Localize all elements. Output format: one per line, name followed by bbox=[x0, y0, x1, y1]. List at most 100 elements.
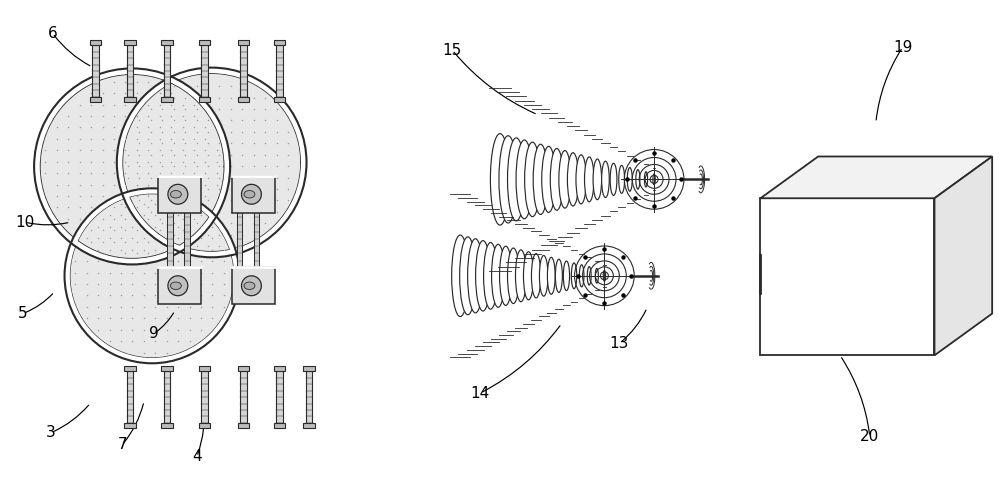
Ellipse shape bbox=[484, 242, 498, 309]
Text: 7: 7 bbox=[117, 438, 127, 453]
Ellipse shape bbox=[567, 152, 579, 206]
Polygon shape bbox=[276, 45, 283, 97]
Text: 3: 3 bbox=[46, 425, 55, 440]
Polygon shape bbox=[161, 97, 173, 102]
Text: 20: 20 bbox=[860, 429, 879, 444]
Polygon shape bbox=[161, 423, 173, 428]
Ellipse shape bbox=[490, 134, 510, 225]
Ellipse shape bbox=[571, 263, 577, 288]
Ellipse shape bbox=[576, 155, 586, 204]
Polygon shape bbox=[164, 45, 170, 97]
Polygon shape bbox=[306, 371, 312, 423]
Polygon shape bbox=[167, 210, 173, 268]
Polygon shape bbox=[760, 156, 992, 198]
Ellipse shape bbox=[523, 252, 534, 300]
Text: 15: 15 bbox=[443, 43, 462, 58]
Polygon shape bbox=[238, 40, 249, 45]
Polygon shape bbox=[274, 423, 285, 428]
Polygon shape bbox=[232, 267, 275, 304]
Ellipse shape bbox=[619, 166, 625, 193]
Ellipse shape bbox=[585, 157, 594, 202]
Ellipse shape bbox=[499, 136, 517, 223]
Ellipse shape bbox=[653, 174, 655, 185]
Polygon shape bbox=[124, 97, 136, 102]
Polygon shape bbox=[90, 97, 101, 102]
Polygon shape bbox=[238, 97, 249, 102]
Polygon shape bbox=[240, 371, 247, 423]
Ellipse shape bbox=[452, 235, 469, 317]
Ellipse shape bbox=[460, 237, 476, 315]
Text: 6: 6 bbox=[48, 26, 57, 41]
Ellipse shape bbox=[587, 267, 591, 285]
Ellipse shape bbox=[595, 269, 598, 283]
Ellipse shape bbox=[610, 163, 617, 196]
Ellipse shape bbox=[603, 271, 606, 281]
Circle shape bbox=[241, 184, 261, 204]
Ellipse shape bbox=[539, 256, 548, 296]
Ellipse shape bbox=[555, 259, 562, 292]
Polygon shape bbox=[158, 267, 201, 304]
Polygon shape bbox=[124, 423, 136, 428]
Polygon shape bbox=[124, 366, 136, 371]
Circle shape bbox=[168, 184, 188, 204]
Ellipse shape bbox=[170, 282, 181, 289]
Ellipse shape bbox=[559, 151, 571, 208]
Ellipse shape bbox=[492, 244, 505, 307]
Polygon shape bbox=[199, 366, 210, 371]
Polygon shape bbox=[303, 366, 315, 371]
Ellipse shape bbox=[508, 248, 519, 303]
Polygon shape bbox=[201, 371, 208, 423]
Polygon shape bbox=[254, 210, 259, 268]
Polygon shape bbox=[238, 423, 249, 428]
Polygon shape bbox=[303, 423, 315, 428]
Polygon shape bbox=[232, 176, 275, 212]
Polygon shape bbox=[274, 97, 285, 102]
Polygon shape bbox=[184, 210, 190, 268]
Ellipse shape bbox=[593, 159, 602, 200]
Text: 10: 10 bbox=[15, 214, 34, 229]
Ellipse shape bbox=[508, 138, 525, 221]
Ellipse shape bbox=[636, 170, 640, 189]
Text: 4: 4 bbox=[192, 449, 202, 464]
Polygon shape bbox=[127, 371, 133, 423]
Ellipse shape bbox=[468, 239, 483, 313]
Ellipse shape bbox=[244, 282, 255, 289]
Circle shape bbox=[168, 276, 188, 296]
Ellipse shape bbox=[531, 254, 541, 298]
Polygon shape bbox=[276, 371, 283, 423]
Ellipse shape bbox=[563, 261, 570, 290]
Ellipse shape bbox=[516, 140, 533, 219]
Polygon shape bbox=[124, 40, 136, 45]
Ellipse shape bbox=[533, 144, 548, 214]
Ellipse shape bbox=[579, 265, 584, 287]
Polygon shape bbox=[161, 40, 173, 45]
Ellipse shape bbox=[476, 241, 490, 311]
Ellipse shape bbox=[602, 161, 609, 197]
Polygon shape bbox=[240, 45, 247, 97]
Ellipse shape bbox=[644, 172, 648, 187]
Polygon shape bbox=[69, 193, 235, 358]
Polygon shape bbox=[934, 156, 992, 355]
Polygon shape bbox=[90, 40, 101, 45]
Polygon shape bbox=[161, 366, 173, 371]
Polygon shape bbox=[237, 210, 242, 268]
Polygon shape bbox=[122, 73, 301, 252]
Polygon shape bbox=[238, 366, 249, 371]
Ellipse shape bbox=[244, 191, 255, 198]
Polygon shape bbox=[760, 198, 934, 355]
Circle shape bbox=[241, 276, 261, 296]
Polygon shape bbox=[127, 45, 133, 97]
Ellipse shape bbox=[515, 250, 526, 302]
Polygon shape bbox=[201, 45, 208, 97]
Polygon shape bbox=[199, 423, 210, 428]
Polygon shape bbox=[274, 366, 285, 371]
Ellipse shape bbox=[500, 246, 512, 305]
Polygon shape bbox=[199, 40, 210, 45]
Polygon shape bbox=[274, 40, 285, 45]
Polygon shape bbox=[199, 97, 210, 102]
Polygon shape bbox=[92, 45, 99, 97]
Text: 13: 13 bbox=[610, 336, 629, 351]
Ellipse shape bbox=[547, 257, 555, 294]
Ellipse shape bbox=[627, 167, 632, 191]
Ellipse shape bbox=[525, 142, 540, 217]
